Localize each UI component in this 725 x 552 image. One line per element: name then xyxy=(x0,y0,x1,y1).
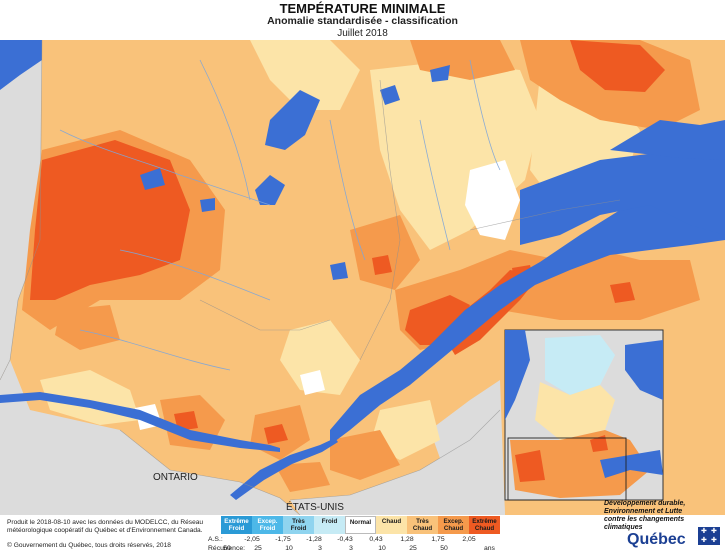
reservoir-2 xyxy=(255,175,285,205)
legend-class-6: Très Chaud xyxy=(407,516,438,534)
ottawa-river xyxy=(0,392,280,452)
ministry-line-4: climatiques xyxy=(604,524,643,531)
excep-southwest-2 xyxy=(55,305,120,350)
james-bay-coast xyxy=(0,40,42,90)
title-block: TEMPÉRATURE MINIMALE Anomalie standardis… xyxy=(0,0,725,40)
legend-recurrence-label: Récurrence: xyxy=(208,545,246,552)
new-brunswick xyxy=(430,380,505,515)
legend-years-unit: ans xyxy=(484,545,495,552)
excep-south xyxy=(275,462,330,492)
legend-recurrence-tick: 3 xyxy=(318,545,322,552)
gulf xyxy=(520,150,725,245)
legend-recurrence-tick: 25 xyxy=(409,545,417,552)
ministry-name: Développement durable, Environnement et … xyxy=(604,500,724,532)
label-ontario: ONTARIO xyxy=(153,472,198,483)
lake-3 xyxy=(430,65,450,82)
chaud-north xyxy=(250,40,360,110)
legend-class-3: Froid xyxy=(314,516,345,534)
legend-as-label: A.S.: xyxy=(208,536,223,543)
quebec-logo-text: Québec xyxy=(627,531,686,548)
legend-as-tick: 0,43 xyxy=(369,536,383,543)
legend-class-label-1: Extrême xyxy=(472,518,497,525)
legend-class-label-1: Très xyxy=(416,518,429,525)
ministry-line-2: Environnement et Lutte xyxy=(604,508,683,515)
legend-as-tick: -1,75 xyxy=(275,536,291,543)
legend-class-8: Extrême Chaud xyxy=(469,516,500,534)
inset-map xyxy=(504,329,664,501)
production-note: Produit le 2018-08-10 avec les données d… xyxy=(7,519,204,534)
ontario-area xyxy=(0,40,42,380)
lake-2 xyxy=(200,198,215,212)
legend-recurrence-tick: 10 xyxy=(378,545,386,552)
label-usa: ÉTATS-UNIS xyxy=(286,502,344,513)
chaud-center xyxy=(280,320,360,395)
extreme-montreal xyxy=(264,424,288,444)
reservoir-manicouagan xyxy=(380,85,400,105)
ministry-line-3: contre les changements xyxy=(604,516,685,523)
legend-class-label-2: Froid xyxy=(228,525,245,532)
estuary xyxy=(330,200,725,445)
legend-class-label-1: Froid xyxy=(321,518,338,525)
reservoir-1 xyxy=(265,90,320,150)
region-borders xyxy=(0,40,621,515)
legend-as-tick: 1,75 xyxy=(431,536,445,543)
legend-class-4: Normal xyxy=(345,516,376,534)
legend-class-label-1: Très xyxy=(292,518,305,525)
lake-1 xyxy=(140,168,165,190)
legend-class-5: Chaud xyxy=(376,516,407,534)
legend-class-label-1: Excep. xyxy=(257,518,278,525)
legend-class-label-2: Chaud xyxy=(474,525,495,532)
legend-recurrence-tick: 50 xyxy=(440,545,448,552)
legend-as-tick: 1,28 xyxy=(400,536,414,543)
fleurdelise-icon: ✚ ✚ ✚ ✚ xyxy=(698,527,720,545)
legend-class-label-1: Chaud xyxy=(381,518,402,525)
legend-class-2: Très Froid xyxy=(283,516,314,534)
legend-class-0: Extrême Froid xyxy=(221,516,252,534)
lake-mistassini xyxy=(330,262,348,280)
legend-class-7: Excep. Chaud xyxy=(438,516,469,534)
legend-recurrence-tick: 25 xyxy=(254,545,262,552)
map-period: Juillet 2018 xyxy=(337,28,388,39)
anomaly-map xyxy=(0,40,725,515)
map-subtitle: Anomalie standardisée - classification xyxy=(267,15,458,27)
gulf-north xyxy=(610,120,725,160)
normal-west xyxy=(300,370,325,395)
legend-as-tick: -1,28 xyxy=(306,536,322,543)
legend-recurrence-tick: 10 xyxy=(285,545,293,552)
extreme-lsj xyxy=(372,255,392,275)
saint-lawrence-upper xyxy=(230,438,338,500)
copyright: © Gouvernement du Québec, tous droits ré… xyxy=(7,542,171,549)
excep-beauce xyxy=(330,430,400,480)
extreme-northeast xyxy=(570,40,665,92)
legend-as-tick: -0,43 xyxy=(337,536,353,543)
legend-class-1: Excep. Froid xyxy=(252,516,283,534)
legend-class-label-2: Froid xyxy=(290,525,307,532)
legend-class-label-1: Excep. xyxy=(443,518,464,525)
legend-class-label-1: Normal xyxy=(349,519,372,526)
excep-lac-st-jean xyxy=(350,215,420,290)
legend-recurrence-tick: 3 xyxy=(349,545,353,552)
rivers xyxy=(59,59,501,371)
legend-class-label-1: Extrême xyxy=(224,518,249,525)
legend-as-tick: -2,05 xyxy=(244,536,260,543)
legend-class-label-2: Froid xyxy=(259,525,276,532)
ministry-line-1: Développement durable, xyxy=(604,500,686,507)
legend-as-tick: 2,05 xyxy=(462,536,476,543)
legend-class-label-2: Chaud xyxy=(412,525,433,532)
map-title: TEMPÉRATURE MINIMALE xyxy=(279,1,446,16)
extreme-gaspe xyxy=(610,282,635,303)
south-outside xyxy=(0,360,300,515)
legend-recurrence-tick: 50 xyxy=(223,545,231,552)
legend-class-label-2: Chaud xyxy=(443,525,464,532)
normal-north xyxy=(465,160,520,240)
